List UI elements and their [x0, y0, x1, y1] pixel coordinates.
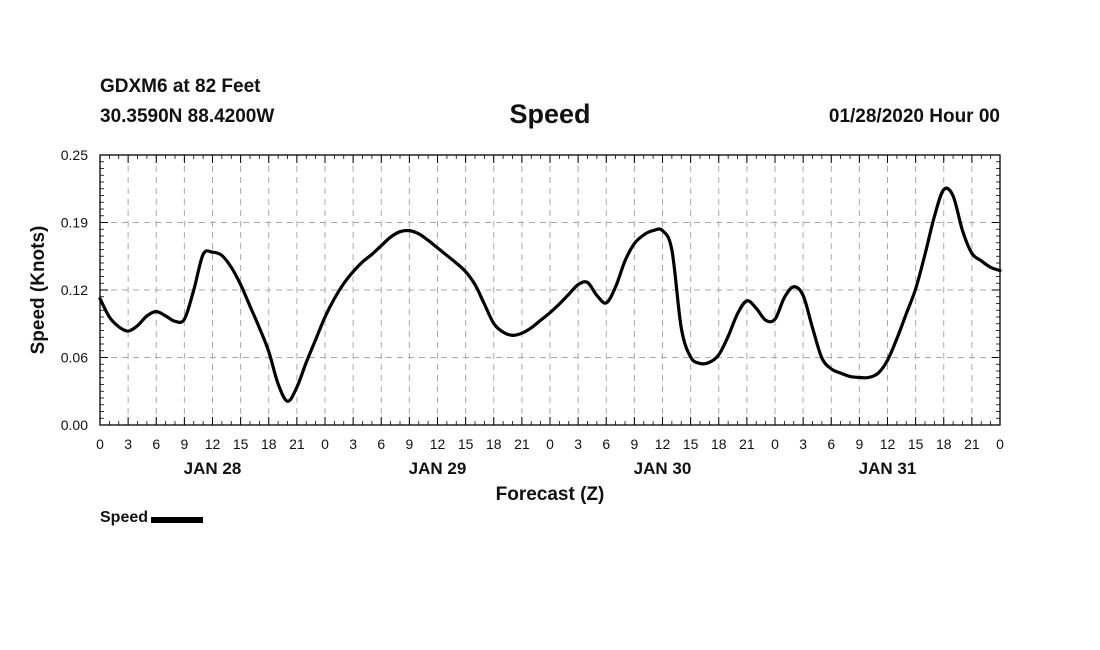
series-layer: [98, 186, 1002, 403]
x-tick-label: 12: [880, 436, 896, 452]
x-tick-label: 15: [458, 436, 474, 452]
x-day-label: JAN 30: [634, 459, 692, 478]
legend-swatch: [151, 516, 204, 523]
x-tick-label: 6: [827, 436, 835, 452]
x-tick-label: 3: [349, 436, 357, 452]
tick-labels: 0 3 6 9 12 15 18 21 0 3 6 9 12 15 18 21 0 3 6 9 12 15 18 21 0 3 6 9…: [61, 147, 1004, 478]
x-tick-label: 12: [655, 436, 671, 452]
x-tick-label: 15: [683, 436, 699, 452]
x-tick-label: 0: [96, 436, 104, 452]
x-tick-label: 6: [377, 436, 385, 452]
x-tick-label: 0: [321, 436, 329, 452]
x-tick-label: 0: [771, 436, 779, 452]
x-tick-label: 18: [486, 436, 502, 452]
coordinates-label: 30.3590N 88.4200W: [100, 106, 275, 127]
x-tick-label: 0: [546, 436, 554, 452]
x-tick-label: 18: [711, 436, 727, 452]
x-tick-label: 6: [152, 436, 160, 452]
y-tick-label: 0.00: [61, 417, 88, 433]
x-tick-label: 21: [739, 436, 755, 452]
x-tick-label: 6: [602, 436, 610, 452]
x-tick-label: 21: [289, 436, 305, 452]
y-tick-label: 0.06: [61, 350, 88, 366]
series-line-speed: [98, 186, 1002, 403]
x-tick-label: 21: [964, 436, 980, 452]
grid-lines: [100, 155, 1000, 425]
x-tick-label: 15: [908, 436, 924, 452]
y-axis-label: Speed (Knots): [28, 226, 49, 355]
station-label: GDXM6 at 82 Feet: [100, 76, 261, 97]
x-tick-label: 9: [405, 436, 413, 452]
x-tick-label: 18: [261, 436, 277, 452]
y-tick-label: 0.25: [61, 147, 88, 163]
x-tick-label: 9: [180, 436, 188, 452]
chart-title: Speed: [509, 99, 591, 129]
x-tick-label: 12: [430, 436, 446, 452]
x-tick-label: 9: [855, 436, 863, 452]
y-tick-label: 0.19: [61, 215, 88, 231]
x-tick-label: 9: [630, 436, 638, 452]
x-day-label: JAN 31: [859, 459, 917, 478]
x-axis-label: Forecast (Z): [496, 484, 605, 505]
x-tick-label: 3: [799, 436, 807, 452]
x-tick-label: 3: [574, 436, 582, 452]
issue-time-label: 01/28/2020 Hour 00: [828, 106, 1000, 127]
tick-marks: [99, 154, 1001, 426]
x-tick-label: 18: [936, 436, 952, 452]
x-day-label: JAN 28: [184, 459, 242, 478]
legend: Speed: [100, 509, 204, 527]
x-tick-label: 15: [233, 436, 249, 452]
x-tick-label: 3: [124, 436, 132, 452]
x-tick-label: 21: [514, 436, 530, 452]
y-tick-label: 0.12: [61, 282, 88, 298]
x-day-label: JAN 29: [409, 459, 467, 478]
x-tick-label: 0: [996, 436, 1004, 452]
legend-label: Speed: [100, 509, 149, 526]
x-tick-label: 12: [205, 436, 221, 452]
